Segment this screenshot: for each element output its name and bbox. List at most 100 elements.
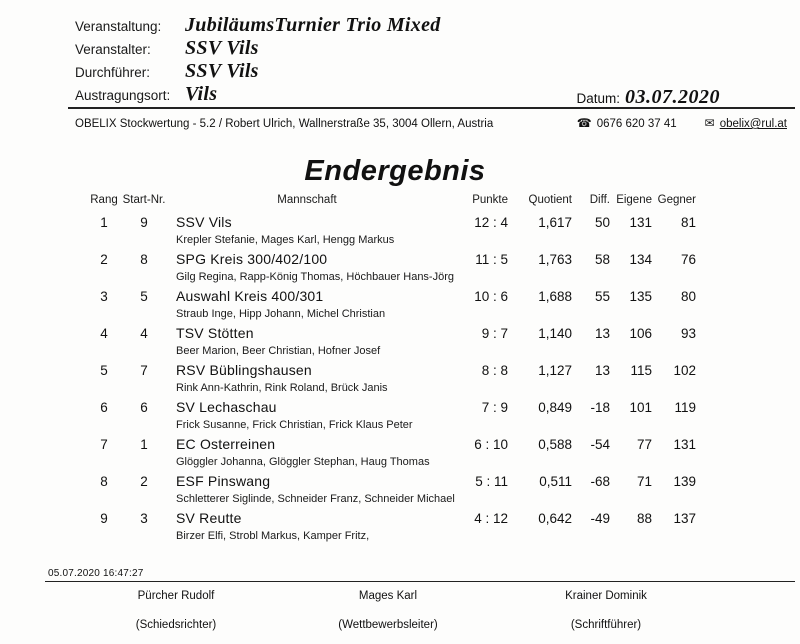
cell-punkte: 10 : 6	[474, 289, 508, 304]
cell-mannschaft: EC Osterreinen	[176, 436, 276, 452]
cell-gegner: 80	[680, 289, 696, 304]
email-link[interactable]: obelix@rul.at	[719, 118, 787, 130]
field-label: Austragungsort:	[75, 88, 171, 103]
cell-diff: -68	[590, 474, 610, 489]
envelope-icon: ✉	[704, 116, 715, 130]
cell-diff: -18	[590, 400, 610, 415]
table-row: 8 2 ESF Pinswang 5 : 11 0,511 -68 71 139…	[90, 472, 696, 507]
cell-mitglieder: Straub Inge, Hipp Johann, Michel Christi…	[176, 308, 386, 320]
cell-mitglieder: Frick Susanne, Frick Christian, Frick Kl…	[176, 419, 413, 431]
cell-start-nr: 9	[140, 215, 148, 230]
cell-diff: 50	[594, 215, 610, 230]
signature-name: Krainer Dominik	[565, 590, 647, 602]
column-header-punkte: Punkte	[472, 194, 508, 206]
cell-start-nr: 7	[140, 363, 148, 378]
cell-rang: 1	[100, 215, 108, 230]
date-value: 03.07.2020	[625, 86, 720, 108]
print-timestamp: 05.07.2020 16:47:27	[48, 568, 144, 579]
cell-diff: -49	[590, 511, 610, 526]
signature-role: (Schiedsrichter)	[135, 619, 217, 631]
table-row: 9 3 SV Reutte 4 : 12 0,642 -49 88 137 Bi…	[90, 509, 696, 544]
column-header-quotient: Quotient	[528, 194, 572, 206]
signature-role: (Wettbewerbsleiter)	[338, 619, 438, 631]
table-row: 5 7 RSV Büblingshausen 8 : 8 1,127 13 11…	[90, 361, 696, 396]
software-credit: OBELIX Stockwertung - 5.2 / Robert Ulric…	[75, 118, 494, 130]
cell-eigene: 101	[629, 400, 652, 415]
cell-mannschaft: RSV Büblingshausen	[176, 362, 312, 378]
field-value: Vils	[185, 83, 218, 105]
cell-mannschaft: TSV Stötten	[176, 325, 254, 341]
cell-rang: 5	[100, 363, 108, 378]
cell-gegner: 131	[673, 437, 696, 452]
page-title: Endergebnis	[304, 155, 486, 187]
cell-quotient: 1,763	[538, 252, 572, 267]
cell-diff: -54	[590, 437, 610, 452]
cell-start-nr: 6	[140, 400, 148, 415]
cell-diff: 13	[594, 363, 610, 378]
cell-quotient: 0,642	[538, 511, 572, 526]
cell-mitglieder: Gilg Regina, Rapp-König Thomas, Höchbaue…	[176, 271, 454, 283]
date-label: Datum:	[576, 91, 620, 106]
email-contact: ✉ obelix@rul.at	[705, 116, 787, 130]
signature-wettbewerbsleiter: Mages Karl (Wettbewerbsleiter)	[338, 590, 438, 631]
cell-start-nr: 4	[140, 326, 148, 341]
cell-gegner: 76	[680, 252, 696, 267]
cell-gegner: 137	[673, 511, 696, 526]
field-veranstalter: Veranstalter: SSV Vils	[75, 37, 441, 60]
field-durchfuehrer: Durchführer: SSV Vils	[75, 60, 441, 83]
cell-diff: 13	[594, 326, 610, 341]
phone-contact: ☎ 0676 620 37 41	[577, 116, 677, 130]
cell-mitglieder: Birzer Elfi, Strobl Markus, Kamper Fritz…	[176, 530, 370, 542]
cell-mannschaft: SPG Kreis 300/402/100	[176, 251, 328, 267]
cell-rang: 9	[100, 511, 108, 526]
cell-rang: 4	[100, 326, 108, 341]
cell-eigene: 88	[636, 511, 652, 526]
cell-punkte: 11 : 5	[475, 252, 508, 267]
cell-mannschaft: SSV Vils	[176, 214, 232, 230]
cell-mannschaft: ESF Pinswang	[176, 473, 271, 489]
column-header-gegner: Gegner	[657, 194, 696, 206]
cell-punkte: 12 : 4	[474, 215, 508, 230]
cell-punkte: 5 : 11	[475, 474, 508, 489]
cell-punkte: 7 : 9	[481, 400, 508, 415]
cell-quotient: 1,127	[538, 363, 572, 378]
column-header-diff: Diff.	[589, 194, 610, 206]
results-table-header: Rang Start-Nr. Mannschaft Punkte Quotien…	[90, 194, 696, 206]
cell-rang: 3	[100, 289, 108, 304]
field-veranstaltung: Veranstaltung: JubiläumsTurnier Trio Mix…	[75, 14, 441, 37]
cell-mannschaft: Auswahl Kreis 400/301	[176, 288, 324, 304]
cell-eigene: 106	[629, 326, 652, 341]
cell-punkte: 4 : 12	[474, 511, 508, 526]
field-value: SSV Vils	[185, 60, 259, 82]
cell-mitglieder: Krepler Stefanie, Mages Karl, Hengg Mark…	[176, 234, 395, 246]
cell-quotient: 1,140	[538, 326, 572, 341]
cell-eigene: 71	[636, 474, 652, 489]
cell-start-nr: 5	[140, 289, 148, 304]
cell-quotient: 1,617	[538, 215, 572, 230]
phone-number: 0676 620 37 41	[596, 118, 677, 130]
signature-name: Pürcher Rudolf	[137, 590, 215, 602]
cell-start-nr: 2	[140, 474, 148, 489]
signature-name: Mages Karl	[358, 590, 418, 602]
phone-icon: ☎	[576, 116, 592, 130]
column-header-rang: Rang	[90, 194, 118, 206]
results-table-body: 1 9 SSV Vils 12 : 4 1,617 50 131 81 Krep…	[90, 213, 696, 544]
cell-punkte: 8 : 8	[481, 363, 508, 378]
table-row: 3 5 Auswahl Kreis 400/301 10 : 6 1,688 5…	[90, 287, 696, 322]
table-row: 1 9 SSV Vils 12 : 4 1,617 50 131 81 Krep…	[90, 213, 696, 248]
signature-schriftfuehrer: Krainer Dominik (Schriftführer)	[565, 590, 647, 631]
cell-rang: 8	[100, 474, 108, 489]
cell-diff: 58	[594, 252, 610, 267]
table-row: 7 1 EC Osterreinen 6 : 10 0,588 -54 77 1…	[90, 435, 696, 470]
cell-quotient: 0,849	[538, 400, 572, 415]
cell-eigene: 77	[636, 437, 652, 452]
cell-quotient: 0,588	[538, 437, 572, 452]
contact-info: ☎ 0676 620 37 41 ✉ obelix@rul.at	[577, 116, 795, 130]
field-label: Veranstaltung:	[75, 19, 162, 34]
cell-mitglieder: Glöggler Johanna, Glöggler Stephan, Haug…	[176, 456, 430, 468]
cell-eigene: 131	[629, 215, 652, 230]
cell-diff: 55	[594, 289, 610, 304]
cell-gegner: 93	[680, 326, 696, 341]
results-table: Rang Start-Nr. Mannschaft Punkte Quotien…	[90, 194, 696, 546]
cell-gegner: 81	[680, 215, 696, 230]
